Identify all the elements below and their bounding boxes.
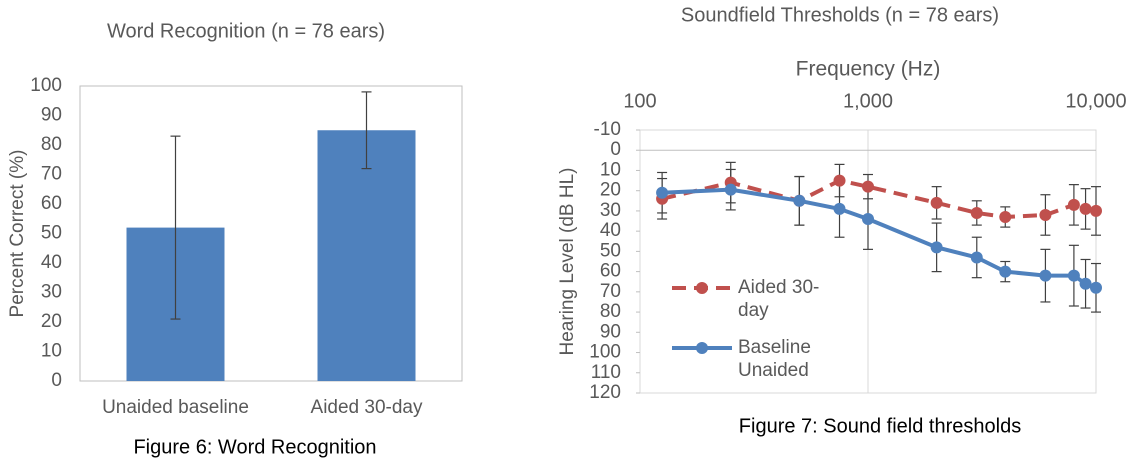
data-point <box>793 194 806 207</box>
legend-entry: Aided 30-day <box>738 277 820 321</box>
data-point <box>833 202 846 215</box>
y-axis-label: Percent Correct (%) <box>7 150 28 318</box>
y-tick-label: 30 <box>41 282 62 303</box>
bar <box>317 130 416 381</box>
data-point <box>724 183 737 196</box>
y-tick-label: 30 <box>600 200 621 221</box>
data-point <box>1039 269 1052 282</box>
data-point <box>833 174 846 187</box>
y-tick-label: -10 <box>594 119 621 140</box>
y-tick-label: 0 <box>51 370 62 391</box>
data-point <box>999 265 1012 278</box>
legend-label: Aided 30-day <box>738 277 820 321</box>
y-tick-label: 20 <box>600 180 621 201</box>
y-tick-label: 60 <box>41 193 62 214</box>
series-line <box>662 187 1097 290</box>
x-tick-label: 1,000 <box>843 90 893 112</box>
data-point <box>970 206 983 219</box>
y-tick-label: 110 <box>591 362 621 383</box>
x-tick-label: Unaided baseline <box>102 397 249 418</box>
y-tick-label: 50 <box>600 240 621 261</box>
y-tick-label: 10 <box>600 159 621 180</box>
plot-frame <box>79 85 463 382</box>
data-point <box>1079 277 1092 290</box>
y-tick-label: 90 <box>600 321 621 342</box>
x-axis-label: Frequency (Hz) <box>796 58 941 81</box>
y-tick-label: 70 <box>600 281 621 302</box>
y-axis-label: Hearing Level (dB HL) <box>557 168 578 356</box>
error-bar <box>361 91 372 170</box>
data-point <box>930 196 943 209</box>
y-tick-label: 50 <box>41 223 62 244</box>
y-tick-label: 80 <box>41 134 62 155</box>
x-tick-label: 10,000 <box>1065 90 1126 112</box>
legend-marker <box>696 342 708 354</box>
chart-title: Soundfield Thresholds (n = 78 ears) <box>681 4 999 26</box>
y-tick-label: 40 <box>600 220 621 241</box>
data-point <box>970 251 983 264</box>
y-tick-label: 40 <box>41 252 62 273</box>
x-tick-label: Aided 30-day <box>311 397 423 418</box>
y-tick-label: 20 <box>41 311 62 332</box>
data-point <box>1067 198 1080 211</box>
data-point <box>1039 208 1052 221</box>
figure-caption: Figure 6: Word Recognition <box>133 436 376 458</box>
data-point <box>862 213 874 226</box>
data-point <box>999 210 1012 223</box>
y-tick-label: 100 <box>30 75 62 96</box>
y-tick-label: 80 <box>600 301 621 322</box>
chart-title: Word Recognition (n = 78 ears) <box>107 20 385 42</box>
y-tick-label: 70 <box>41 164 62 185</box>
data-point <box>862 180 874 193</box>
y-tick-label: 0 <box>610 139 621 160</box>
data-point <box>930 241 943 254</box>
data-point <box>1090 281 1102 294</box>
y-tick-label: 60 <box>600 261 621 282</box>
data-point <box>1067 269 1080 282</box>
legend-marker <box>696 282 708 294</box>
data-point <box>656 186 669 199</box>
legend-label: Baseline Unaided <box>738 337 811 381</box>
data-point <box>1079 202 1092 215</box>
y-tick-label: 10 <box>41 341 62 362</box>
data-point <box>1090 204 1102 217</box>
y-tick-label: 120 <box>589 382 621 403</box>
error-bar <box>170 135 181 320</box>
legend-entry: Baseline Unaided <box>738 337 811 381</box>
y-tick-label: 100 <box>589 342 621 363</box>
figure-caption: Figure 7: Sound field thresholds <box>739 415 1021 437</box>
x-tick-label: 100 <box>623 90 656 112</box>
y-tick-label: 90 <box>41 105 62 126</box>
